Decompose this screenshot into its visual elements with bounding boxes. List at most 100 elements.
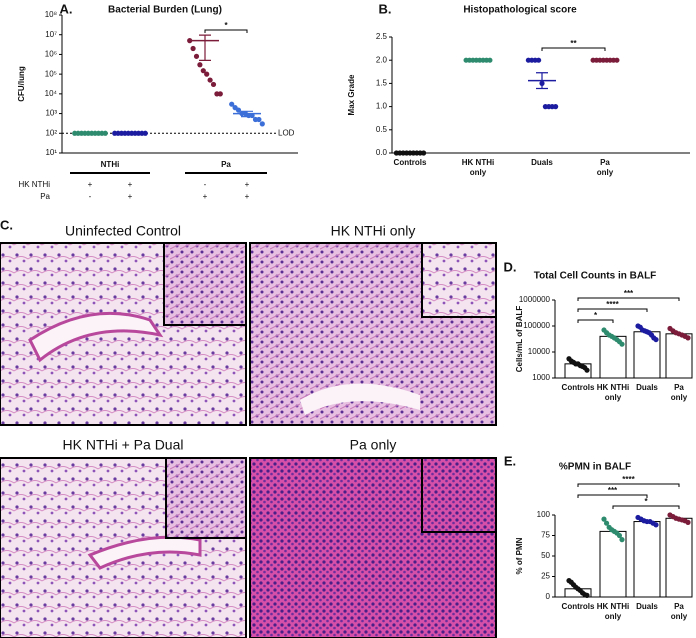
y-tick-label: 10⁸ [45, 10, 57, 19]
x-tick-label: HK NTHi [597, 602, 629, 611]
data-point [207, 77, 213, 83]
condition-sign: + [203, 192, 208, 201]
y-tick-label: 75 [541, 531, 550, 540]
significance-bracket [204, 29, 248, 33]
data-point [536, 57, 542, 63]
bar [665, 333, 693, 379]
y-axis-label: CFU/lung [17, 66, 26, 102]
micrograph [0, 242, 247, 426]
y-tick-label: 25 [541, 572, 550, 581]
condition-sign: + [128, 180, 133, 189]
condition-sign: + [245, 192, 250, 201]
x-tick-label: Pa [600, 158, 610, 167]
y-tick-label: 1000000 [519, 295, 551, 304]
significance-bracket [577, 297, 680, 301]
y-tick-label: 10³ [45, 109, 57, 118]
y-axis-label: Max Grade [347, 74, 356, 115]
micrograph [249, 242, 497, 426]
data-point [229, 101, 235, 107]
image-title: HK NTHi only [331, 223, 416, 239]
x-tick-label: only [597, 168, 614, 177]
image-title: Uninfected Control [65, 223, 181, 239]
reference-label: LOD [278, 128, 295, 137]
bar [633, 521, 661, 598]
data-point [259, 121, 265, 127]
significance-bracket [577, 308, 648, 312]
significance-label: **** [606, 300, 619, 309]
x-tick-label: Pa [674, 602, 684, 611]
chart-title: Histopathological score [463, 5, 577, 16]
condition-label: HK NTHi [18, 180, 50, 189]
x-tick-label: only [605, 612, 622, 621]
y-tick-label: 0.0 [376, 148, 388, 157]
condition-sign: - [89, 192, 92, 201]
data-point [653, 336, 659, 343]
data-point [685, 519, 691, 525]
data-point [142, 130, 148, 136]
condition-sign: + [88, 180, 93, 189]
panel-label: E. [504, 453, 516, 468]
y-axis-label: Cells/mL of BALF [515, 306, 524, 373]
y-tick-label: 10⁶ [45, 50, 57, 59]
data-point [190, 45, 196, 52]
data-point [553, 104, 559, 110]
x-tick-label: Controls [394, 158, 427, 167]
x-tick-label: only [605, 393, 622, 402]
data-point [256, 116, 262, 123]
y-tick-label: 1000 [532, 373, 550, 382]
x-tick-label: Controls [562, 602, 595, 611]
error-bar [536, 72, 548, 90]
chart-title: Total Cell Counts in BALF [534, 271, 657, 282]
y-tick-label: 100 [537, 510, 551, 519]
x-tick-label: only [671, 612, 688, 621]
significance-bracket [577, 319, 614, 323]
chart-title: Bacterial Burden (Lung) [108, 5, 222, 16]
bar [665, 517, 693, 598]
x-tick-label: Duals [636, 383, 658, 392]
x-tick-label: Controls [562, 383, 595, 392]
x-tick-label: HK NTHi [597, 383, 629, 392]
data-point [616, 532, 623, 539]
data-point [619, 537, 625, 543]
micrograph [0, 457, 247, 638]
data-point [603, 520, 610, 526]
significance-label: *** [608, 486, 618, 495]
panel-label: B. [379, 1, 392, 16]
y-tick-label: 10² [45, 128, 57, 137]
data-point [187, 38, 193, 44]
y-tick-label: 10⁷ [45, 30, 57, 39]
data-point [210, 81, 217, 88]
x-tick-label: Pa [674, 383, 684, 392]
data-point [619, 341, 625, 347]
error-bar [241, 110, 253, 118]
data-point [584, 592, 590, 598]
condition-sign: - [204, 180, 207, 189]
group-label: Pa [221, 160, 231, 169]
condition-sign: + [245, 180, 250, 189]
significance-label: **** [622, 475, 635, 484]
chart-title: %PMN in BALF [559, 462, 631, 473]
data-point [200, 68, 206, 74]
data-point [102, 130, 108, 136]
significance-label: * [594, 311, 598, 320]
data-point [197, 62, 203, 68]
micrograph [249, 457, 497, 638]
condition-sign: + [128, 192, 133, 201]
y-tick-label: 1.0 [376, 102, 388, 111]
data-point [235, 107, 242, 113]
data-point [217, 91, 223, 97]
significance-label: *** [624, 289, 634, 298]
y-tick-label: 0.5 [376, 125, 388, 134]
significance-bracket [577, 494, 648, 498]
y-tick-label: 10⁴ [45, 89, 58, 98]
y-tick-label: 10000 [528, 347, 551, 356]
significance-bracket [612, 505, 680, 509]
significance-label: * [644, 497, 648, 506]
data-point [204, 71, 210, 77]
significance-label: ** [570, 39, 577, 48]
x-tick-label: HK NTHi [462, 158, 494, 167]
group-label: NTHi [101, 160, 120, 169]
image-title: Pa only [350, 437, 397, 453]
y-tick-label: 0 [546, 592, 551, 601]
